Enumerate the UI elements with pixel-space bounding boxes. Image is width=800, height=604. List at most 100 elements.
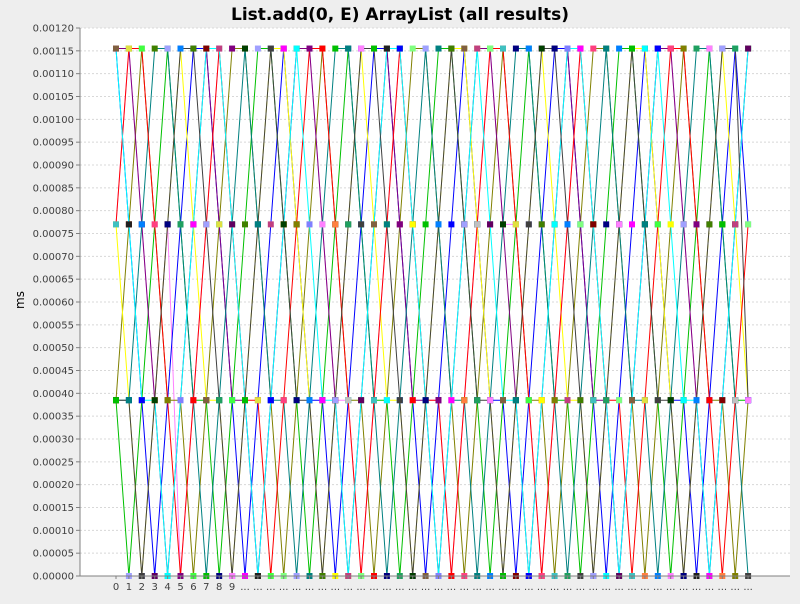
data-point: [654, 221, 661, 228]
data-point: [719, 397, 726, 404]
data-point: [435, 45, 442, 52]
data-point: [345, 397, 352, 404]
x-tick-label: ...: [718, 582, 728, 593]
data-point: [293, 397, 300, 404]
data-point: [113, 221, 119, 228]
data-point: [538, 397, 545, 404]
x-tick-label: ...: [240, 582, 250, 593]
data-point: [512, 45, 519, 52]
data-point: [448, 397, 455, 404]
x-tick-label: ...: [550, 582, 560, 593]
data-point: [371, 45, 377, 52]
data-point: [216, 221, 223, 228]
data-point: [564, 45, 571, 52]
data-point: [345, 45, 352, 52]
data-point: [409, 221, 416, 228]
x-tick-label: 0: [113, 582, 119, 593]
data-point: [113, 397, 119, 404]
data-point: [719, 45, 726, 52]
x-tick-label: ...: [511, 582, 521, 593]
data-point: [254, 397, 261, 404]
data-point: [164, 397, 171, 404]
data-point: [680, 45, 687, 52]
y-tick-label: 0.00075: [33, 229, 74, 240]
data-point: [190, 397, 197, 404]
data-point: [242, 45, 248, 52]
data-point: [177, 221, 184, 228]
data-point: [603, 221, 610, 228]
y-tick-label: 0.00030: [33, 435, 74, 446]
data-point: [525, 221, 532, 228]
data-point: [383, 221, 390, 228]
data-point: [242, 221, 248, 228]
x-tick-label: ...: [627, 582, 637, 593]
data-point: [603, 45, 610, 52]
data-point: [203, 397, 210, 404]
data-point: [732, 221, 739, 228]
data-point: [512, 397, 519, 404]
data-point: [151, 221, 158, 228]
y-tick-label: 0.00080: [33, 206, 74, 217]
data-point: [138, 45, 145, 52]
y-axis-label: ms: [13, 291, 27, 309]
y-tick-label: 0.00070: [33, 252, 74, 263]
y-tick-label: 0.00050: [33, 343, 74, 354]
data-point: [422, 221, 429, 228]
x-tick-label: ...: [485, 582, 495, 593]
data-point: [151, 45, 158, 52]
x-tick-label: ...: [614, 582, 624, 593]
data-point: [512, 221, 519, 228]
data-point: [680, 397, 687, 404]
x-tick-label: ...: [537, 582, 547, 593]
data-point: [667, 45, 674, 52]
data-point: [654, 397, 661, 404]
data-point: [280, 397, 287, 404]
x-tick-label: ...: [253, 582, 263, 593]
data-point: [293, 45, 300, 52]
data-point: [203, 45, 210, 52]
data-point: [564, 221, 571, 228]
data-point: [564, 397, 571, 404]
data-point: [525, 397, 532, 404]
data-point: [422, 45, 429, 52]
y-tick-label: 0.00100: [33, 115, 74, 126]
x-tick-label: ...: [576, 582, 586, 593]
data-point: [603, 397, 610, 404]
data-point: [332, 45, 339, 52]
data-point: [293, 221, 300, 228]
data-point: [254, 221, 261, 228]
data-point: [113, 45, 119, 52]
y-tick-label: 0.00120: [33, 24, 74, 35]
x-tick-label: ...: [408, 582, 418, 593]
x-tick-label: ...: [666, 582, 676, 593]
x-tick-label: ...: [356, 582, 366, 593]
data-point: [448, 221, 455, 228]
x-tick-label: ...: [640, 582, 650, 593]
data-point: [693, 45, 700, 52]
data-point: [151, 397, 158, 404]
data-point: [551, 45, 558, 52]
x-tick-label: ...: [331, 582, 341, 593]
x-tick-label: ...: [395, 582, 405, 593]
x-tick-label: ...: [305, 582, 315, 593]
data-point: [319, 45, 326, 52]
data-point: [474, 397, 481, 404]
data-point: [577, 45, 584, 52]
y-tick-label: 0.00085: [33, 183, 74, 194]
data-point: [693, 221, 700, 228]
x-tick-label: ...: [653, 582, 663, 593]
data-point: [538, 45, 545, 52]
y-tick-label: 0.00010: [33, 526, 74, 537]
data-point: [319, 397, 326, 404]
data-point: [487, 45, 494, 52]
y-tick-label: 0.00115: [33, 46, 74, 57]
data-point: [267, 221, 274, 228]
data-point: [448, 45, 455, 52]
data-point: [203, 221, 210, 228]
data-point: [474, 45, 481, 52]
data-point: [138, 397, 145, 404]
x-tick-label: ...: [292, 582, 302, 593]
data-point: [590, 45, 597, 52]
data-point: [500, 221, 506, 228]
